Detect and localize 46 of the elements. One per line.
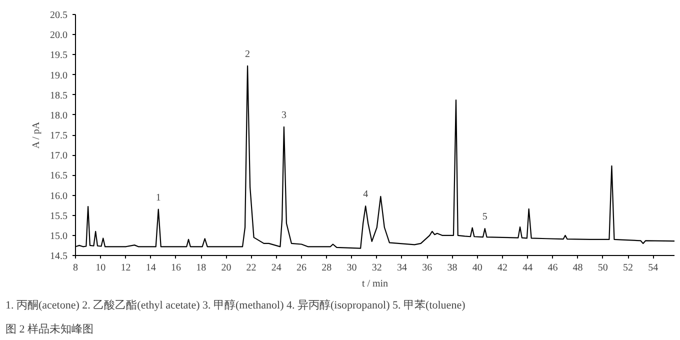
annotation: 4 — [363, 189, 368, 200]
x-tick-label: 46 — [548, 262, 558, 274]
y-tick-label: 18.5 — [50, 90, 68, 102]
y-tick-label: 17.5 — [50, 130, 68, 142]
annotation: 3 — [281, 110, 286, 121]
x-tick-label: 12 — [120, 262, 131, 274]
y-axis-title: A / pA — [31, 121, 42, 149]
x-tick-label: 26 — [296, 262, 307, 274]
x-tick-label: 16 — [170, 262, 181, 274]
x-tick-label: 52 — [623, 262, 634, 274]
y-tick-label: 16.5 — [50, 170, 68, 182]
y-tick-label: 17.0 — [50, 150, 68, 162]
y-tick-label: 20.5 — [50, 10, 68, 21]
x-tick-label: 24 — [271, 262, 282, 274]
x-tick-label: 32 — [372, 262, 382, 274]
x-tick-label: 30 — [346, 262, 357, 274]
x-tick-label: 38 — [447, 262, 458, 274]
x-tick-label: 18 — [196, 262, 206, 274]
x-tick-label: 28 — [322, 262, 332, 274]
x-tick-label: 14 — [146, 262, 156, 274]
x-tick-label: 48 — [572, 262, 583, 274]
x-tick-label: 36 — [422, 262, 432, 274]
y-tick-label: 14.5 — [50, 251, 68, 262]
x-tick-label: 54 — [648, 262, 658, 274]
x-tick-label: 40 — [472, 262, 482, 274]
y-tick-label: 15.5 — [50, 210, 68, 222]
x-tick-label: 10 — [96, 262, 106, 274]
x-tick-label: 34 — [397, 262, 407, 274]
annotation: 2 — [245, 48, 250, 60]
x-tick-label: 8 — [73, 262, 78, 274]
x-tick-label: 44 — [522, 262, 533, 274]
x-axis-title: t / min — [362, 278, 388, 290]
x-tick-label: 50 — [598, 262, 608, 274]
x-tick-label: 42 — [497, 262, 508, 274]
x-tick-label: 20 — [221, 262, 232, 274]
y-tick-label: 15.0 — [50, 230, 68, 242]
y-tick-label: 20.0 — [50, 30, 68, 42]
y-tick-label: 16.0 — [50, 190, 68, 202]
y-tick-label: 19.0 — [50, 70, 68, 82]
x-tick-label: 22 — [246, 262, 256, 274]
text: 1. 丙酮(acetone) 2. 乙酸乙酯(ethyl acetate) 3. 甲醇(methanol) 4. 异丙醇(isopropanol) 5. 甲苯(toluene) — [6, 298, 466, 312]
y-tick-label: 18.0 — [50, 110, 68, 122]
annotation: 1 — [156, 192, 161, 204]
y-tick-label: 19.5 — [50, 50, 68, 62]
caption: 图 2 样品未知峰图 — [6, 322, 94, 336]
annotation: 5 — [482, 212, 488, 223]
